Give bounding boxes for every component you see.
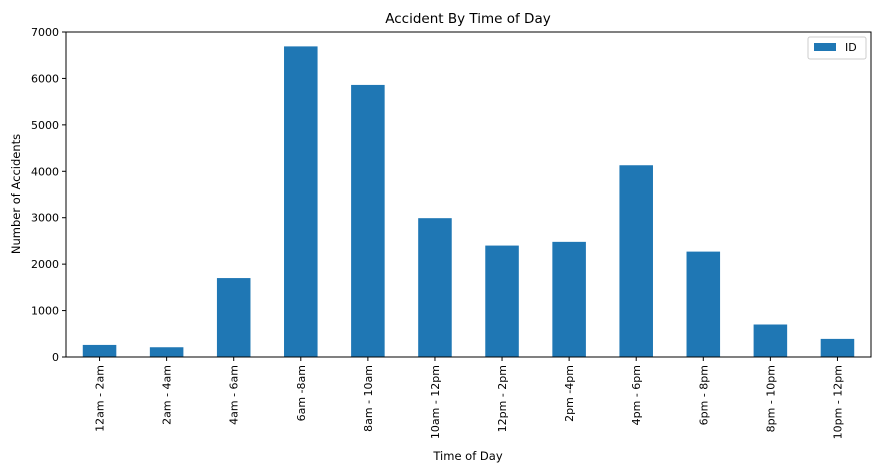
x-tick-label: 6am -8am bbox=[295, 365, 308, 421]
legend-swatch bbox=[814, 43, 836, 51]
x-axis: 12am - 2am 2am - 4am 4am - 6am 6am -8am 8am … bbox=[94, 357, 844, 439]
bars-group bbox=[82, 46, 855, 358]
y-tick-label: 3000 bbox=[31, 212, 59, 225]
y-tick-label: 0 bbox=[52, 351, 59, 364]
y-axis: 0 1000 2000 3000 4000 5000 6000 7000 bbox=[31, 26, 66, 364]
y-tick-label: 5000 bbox=[31, 119, 59, 132]
bar bbox=[82, 344, 117, 357]
bar bbox=[351, 84, 385, 357]
legend-label: ID bbox=[845, 41, 857, 54]
y-tick-label: 4000 bbox=[31, 165, 59, 178]
x-axis-label: Time of Day bbox=[432, 449, 502, 463]
bar bbox=[753, 324, 788, 357]
x-tick-label: 4pm - 6pm bbox=[630, 365, 643, 425]
x-tick-label: 12am - 2am bbox=[94, 365, 107, 432]
y-tick-label: 7000 bbox=[31, 26, 59, 39]
bar bbox=[485, 245, 519, 357]
bar bbox=[284, 46, 318, 358]
bar bbox=[686, 251, 721, 357]
bar bbox=[619, 165, 653, 357]
bar bbox=[552, 241, 586, 357]
bar bbox=[418, 218, 452, 357]
x-tick-label: 12pm - 2pm bbox=[496, 365, 509, 432]
y-tick-label: 1000 bbox=[31, 305, 59, 318]
bar bbox=[820, 338, 855, 357]
x-tick-label: 10pm - 12pm bbox=[831, 365, 844, 439]
bar bbox=[149, 347, 184, 357]
x-tick-label: 4am - 6am bbox=[228, 365, 241, 425]
plot-frame bbox=[65, 31, 872, 358]
x-tick-label: 6pm - 8pm bbox=[697, 365, 710, 425]
x-tick-label: 2am - 4am bbox=[161, 365, 174, 425]
legend: ID bbox=[807, 36, 867, 60]
x-tick-label: 8pm - 10pm bbox=[764, 365, 777, 432]
x-tick-label: 10am - 12pm bbox=[429, 365, 442, 439]
chart-title: Accident By Time of Day bbox=[385, 11, 550, 27]
y-axis-label: Number of Accidents bbox=[9, 134, 23, 254]
legend-frame bbox=[807, 36, 867, 60]
x-tick-label: 2pm -4pm bbox=[563, 365, 576, 422]
y-tick-label: 2000 bbox=[31, 258, 59, 271]
bar bbox=[216, 278, 251, 357]
x-tick-label: 8am - 10am bbox=[362, 365, 375, 432]
y-tick-label: 6000 bbox=[31, 72, 59, 85]
